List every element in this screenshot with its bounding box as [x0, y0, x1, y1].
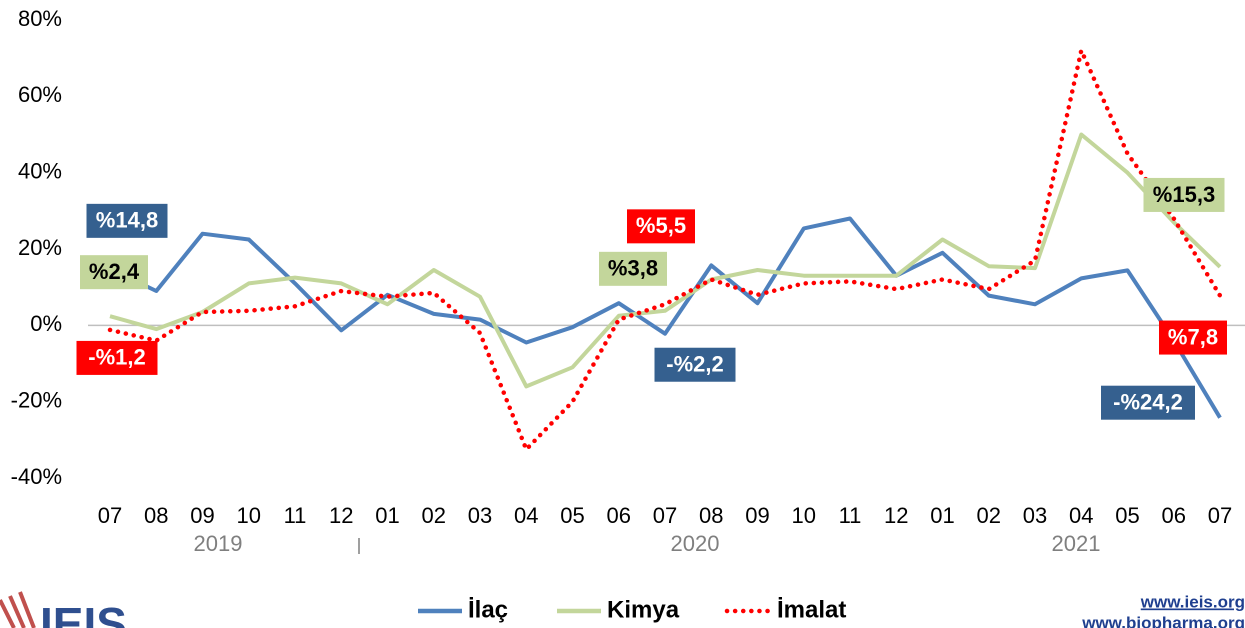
x-tick-label: 12 — [329, 503, 353, 528]
logo-icon — [0, 591, 36, 628]
series-line — [109, 216, 1222, 419]
series-line — [107, 48, 1223, 452]
x-tick-label: 02 — [977, 503, 1001, 528]
y-tick-label: 20% — [18, 235, 62, 260]
y-tick-label: 60% — [18, 82, 62, 107]
data-label-text: %3,8 — [608, 256, 658, 281]
y-tick-label: 40% — [18, 158, 62, 183]
data-label-box — [86, 203, 168, 238]
link[interactable]: www.biopharma.org — [1081, 613, 1245, 628]
data-label-text: %14,8 — [96, 208, 158, 233]
x-tick-label: 04 — [514, 503, 538, 528]
link[interactable]: www.ieis.org — [1140, 592, 1245, 611]
x-tick-label: 06 — [1162, 503, 1186, 528]
logo-text: IEIS — [40, 598, 127, 628]
year-label: 2021 — [1052, 531, 1101, 556]
data-label-text: %2,4 — [89, 259, 140, 284]
x-tick-label: 12 — [884, 503, 908, 528]
data-label: %14,8 — [86, 203, 168, 238]
x-tick-label: 01 — [375, 503, 399, 528]
data-label-text: -%24,2 — [1113, 390, 1183, 415]
x-tick-label: 03 — [1023, 503, 1047, 528]
data-label-box — [76, 340, 158, 375]
x-tick-label: 11 — [284, 503, 307, 528]
x-tick-label: 06 — [607, 503, 631, 528]
data-label-box — [599, 251, 667, 286]
data-label-box — [654, 347, 736, 382]
x-tick-label: 09 — [190, 503, 214, 528]
logo: IEIS — [0, 591, 127, 628]
data-label: %5,5 — [627, 209, 695, 244]
x-tick-label: 11 — [839, 503, 862, 528]
data-label-box — [1101, 385, 1195, 420]
data-label-box — [1159, 320, 1227, 355]
x-tick-label: 10 — [237, 503, 261, 528]
data-label: %7,8 — [1159, 320, 1227, 355]
x-tick-label: 04 — [1069, 503, 1093, 528]
legend-label: İlaç — [468, 596, 508, 623]
x-tick-label: 07 — [653, 503, 677, 528]
x-tick-label: 02 — [422, 503, 446, 528]
data-label-box — [627, 209, 695, 244]
data-label-box — [1143, 177, 1225, 212]
data-label-text: %15,3 — [1153, 182, 1215, 207]
data-label-text: -%2,2 — [666, 352, 723, 377]
data-label-text: %5,5 — [636, 213, 686, 238]
x-tick-label: 01 — [930, 503, 954, 528]
data-label: -%24,2 — [1101, 385, 1195, 420]
data-label: %15,3 — [1143, 177, 1225, 212]
y-tick-label: 0% — [30, 311, 62, 336]
data-label-text: -%1,2 — [88, 345, 145, 370]
x-tick-label: 08 — [699, 503, 723, 528]
y-tick-label: -20% — [11, 387, 62, 412]
x-tick-label: 03 — [468, 503, 492, 528]
x-tick-label: 08 — [144, 503, 168, 528]
series-line — [109, 132, 1222, 389]
year-label: 2019 — [194, 531, 243, 556]
data-label: -%1,2 — [76, 340, 158, 375]
data-label: %2,4 — [80, 255, 148, 290]
x-tick-label: 09 — [745, 503, 769, 528]
x-tick-label: 05 — [1115, 503, 1139, 528]
data-label: -%2,2 — [654, 347, 736, 382]
legend-label: Kimya — [607, 596, 680, 623]
year-label: 2020 — [671, 531, 720, 556]
x-tick-label: 10 — [792, 503, 816, 528]
legend-label: İmalat — [777, 596, 846, 623]
x-tick-label: 07 — [1208, 503, 1232, 528]
x-tick-label: 05 — [560, 503, 584, 528]
data-label: %3,8 — [599, 251, 667, 286]
y-tick-label: -40% — [11, 464, 62, 489]
data-label-box — [80, 255, 148, 290]
data-label-text: %7,8 — [1168, 324, 1218, 349]
x-tick-label: 07 — [98, 503, 122, 528]
y-tick-label: 80% — [18, 6, 62, 31]
